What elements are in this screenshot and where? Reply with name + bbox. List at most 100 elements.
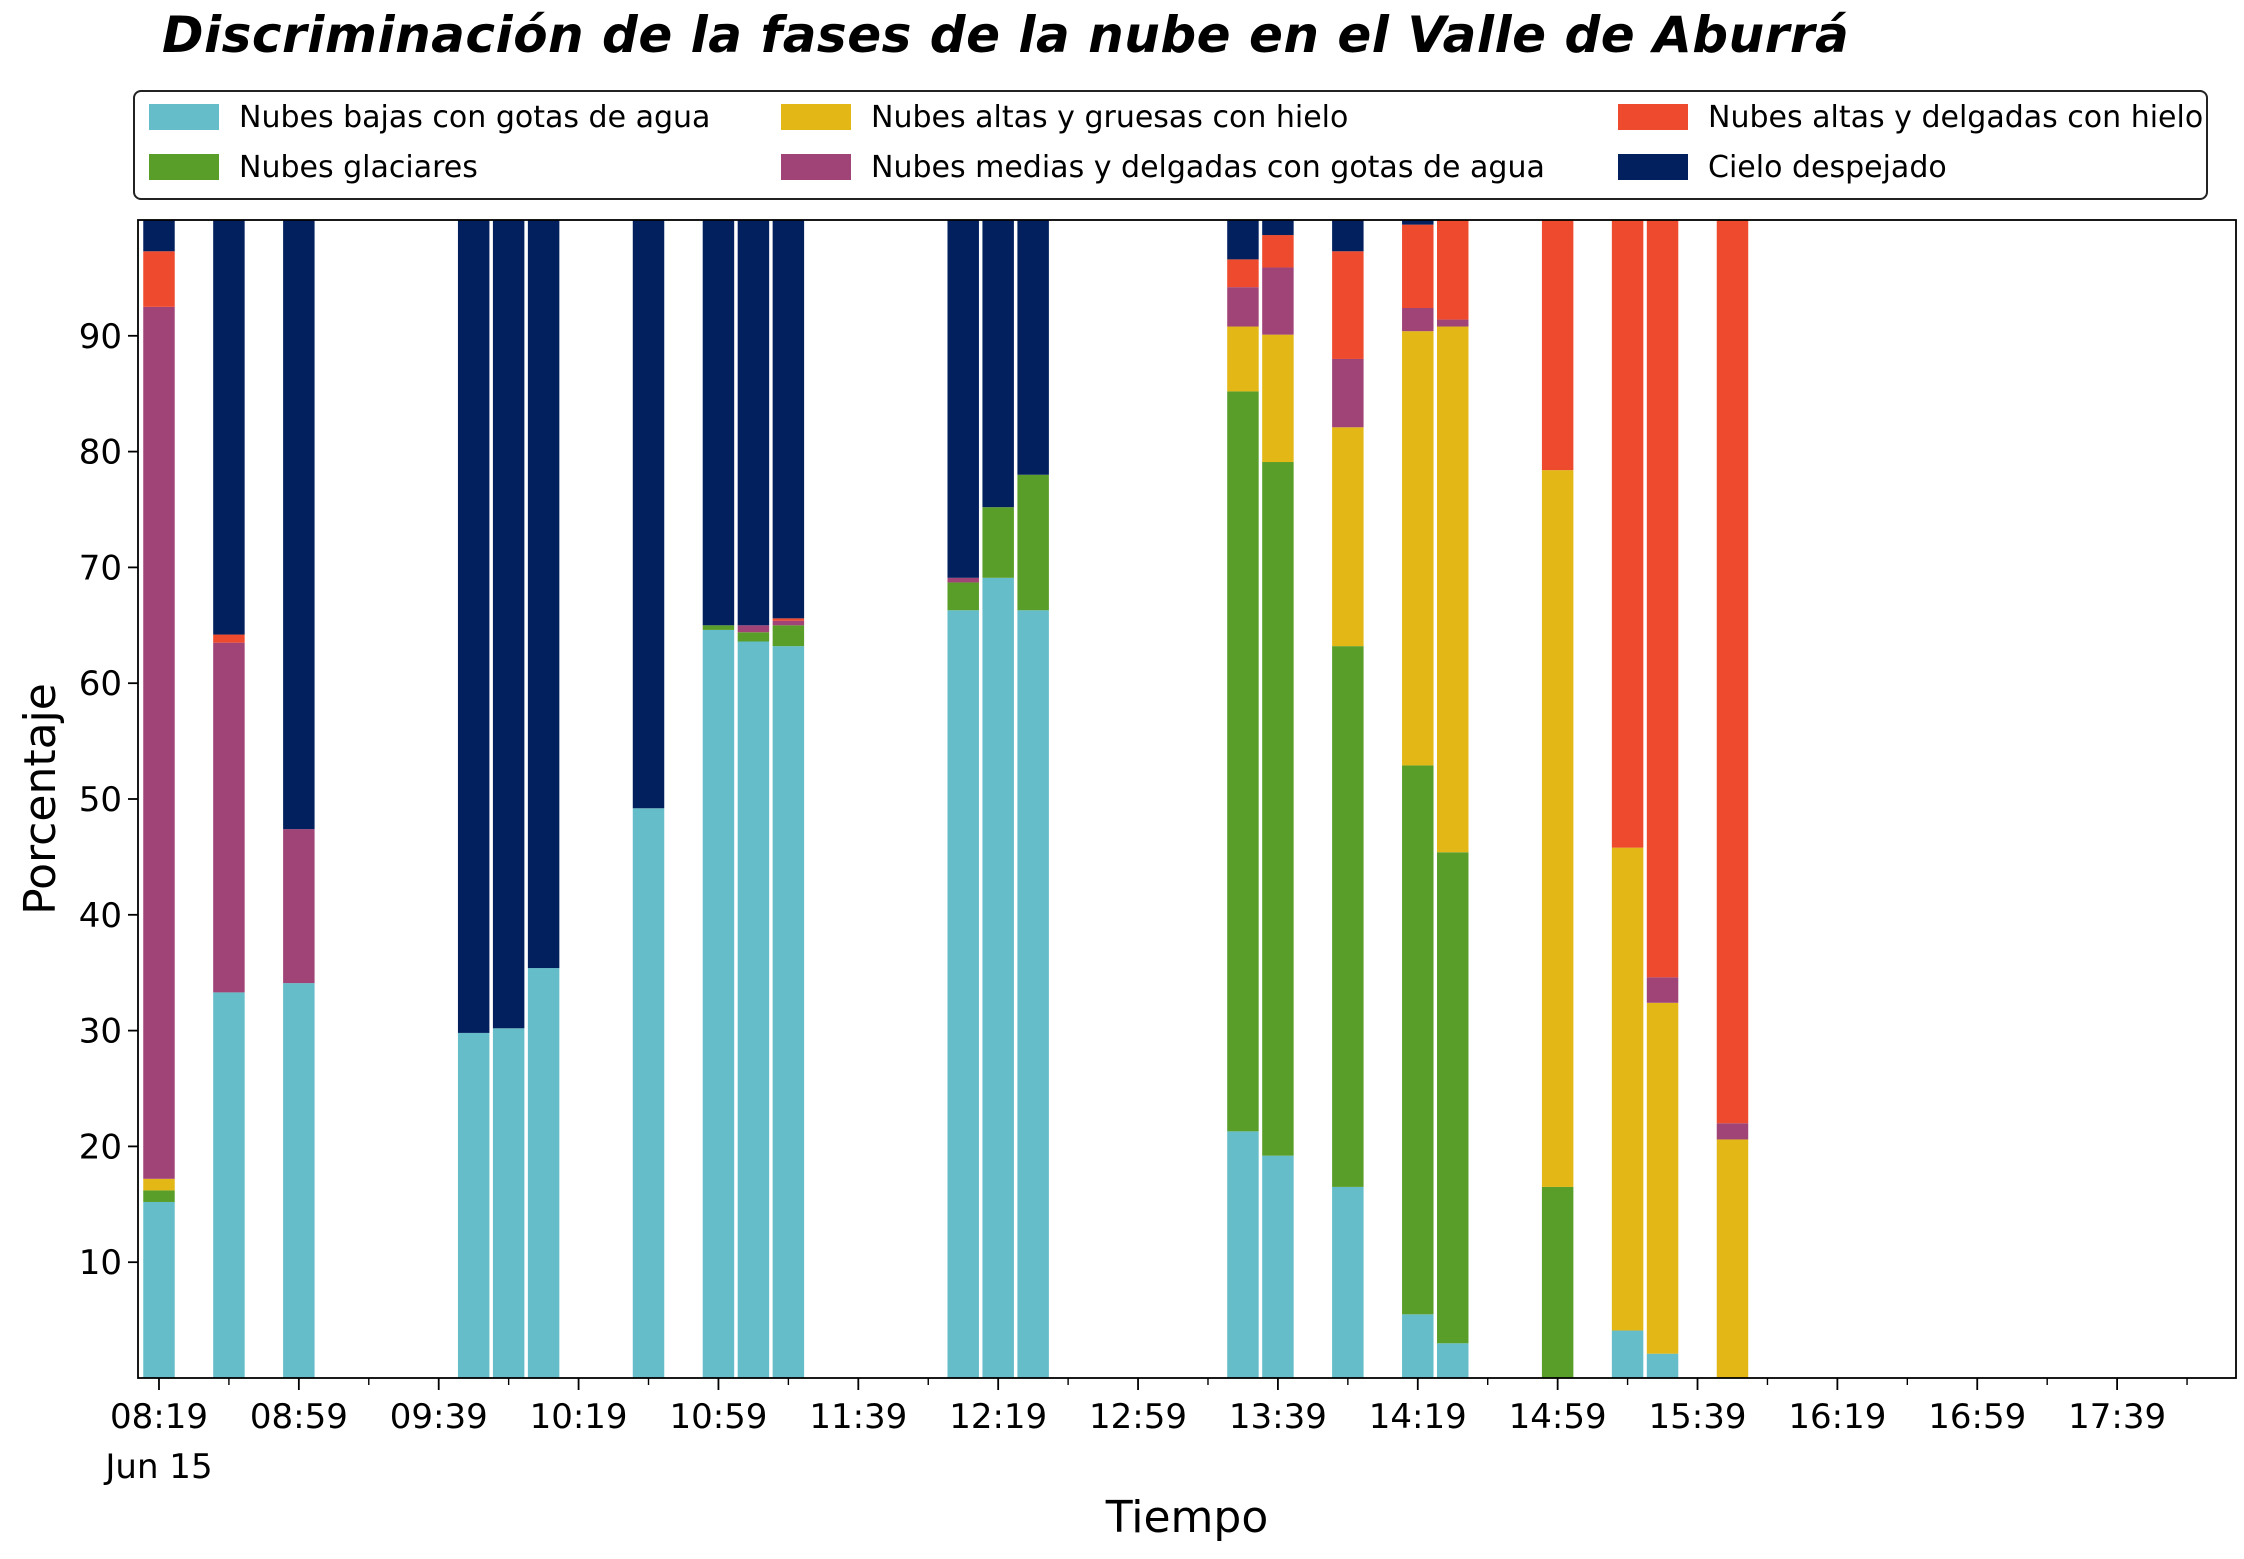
y-tick-label: 60: [79, 664, 122, 704]
bar-segment-nubes-bajas-con-gotas-de-agua: [947, 610, 979, 1378]
x-tick-label: 10:59: [669, 1397, 767, 1437]
legend: Nubes bajas con gotas de agua Nubes altas…: [133, 90, 2208, 200]
x-tick-label: 11:39: [809, 1397, 907, 1437]
bar-segment-nubes-altas-y-delgadas-con-hielo: [1437, 220, 1469, 320]
bar-segment-nubes-altas-y-delgadas-con-hielo: [772, 618, 805, 621]
x-tick-label: 14:59: [1509, 1397, 1607, 1437]
bar-segment-nubes-glaciares: [1262, 462, 1294, 1156]
bar-segment-nubes-altas-y-gruesas-con-hielo: [1541, 470, 1574, 1187]
legend-swatch: [781, 104, 851, 130]
y-tick-label: 90: [79, 317, 122, 357]
bar-segment-nubes-altas-y-delgadas-con-hielo: [1541, 220, 1574, 471]
bar-segment-nubes-altas-y-delgadas-con-hielo: [1227, 259, 1259, 288]
bar-segment-nubes-bajas-con-gotas-de-agua: [1332, 1186, 1364, 1378]
bar-segment-cielo-despejado: [702, 220, 735, 626]
bar-segment-cielo-despejado: [632, 220, 665, 809]
bar-segment-nubes-bajas-con-gotas-de-agua: [492, 1028, 525, 1378]
bar-segment-nubes-glaciares: [1437, 852, 1469, 1344]
bar-segment-nubes-medias-y-delgadas-con-gotas-de-agua: [1332, 358, 1364, 428]
y-tick-label: 20: [79, 1127, 122, 1167]
legend-label: Nubes altas y gruesas con hielo: [871, 99, 1349, 135]
bar-segment-nubes-bajas-con-gotas-de-agua: [982, 577, 1014, 1378]
bar-segment-nubes-medias-y-delgadas-con-gotas-de-agua: [737, 625, 770, 633]
bar-segment-nubes-altas-y-gruesas-con-hielo: [1611, 847, 1644, 1331]
bar-segment-nubes-altas-y-delgadas-con-hielo: [1646, 220, 1679, 978]
bar-segment-nubes-altas-y-delgadas-con-hielo: [213, 634, 245, 643]
bar-segment-nubes-bajas-con-gotas-de-agua: [1227, 1131, 1259, 1378]
bar-segment-nubes-altas-y-gruesas-con-hielo: [1646, 1002, 1679, 1354]
bar-segment-cielo-despejado: [982, 220, 1014, 508]
bar-segment-nubes-bajas-con-gotas-de-agua: [1017, 610, 1049, 1378]
bar-segment-nubes-bajas-con-gotas-de-agua: [1402, 1314, 1434, 1378]
legend-swatch: [1618, 104, 1688, 130]
bar-segment-nubes-glaciares: [1541, 1186, 1574, 1378]
x-tick-label: 16:19: [1788, 1397, 1886, 1437]
legend-item-nubes-altas-y-gruesas-con-hielo: Nubes altas y gruesas con hielo: [781, 94, 1348, 140]
legend-item-cielo-despejado: Cielo despejado: [1618, 144, 1947, 190]
bar-segment-nubes-bajas-con-gotas-de-agua: [1262, 1155, 1294, 1378]
bar-segment-cielo-despejado: [527, 220, 560, 969]
y-tick-label: 30: [79, 1012, 122, 1052]
x-date-label: Jun 15: [103, 1447, 212, 1487]
bar-segment-nubes-bajas-con-gotas-de-agua: [702, 629, 735, 1378]
bar-segment-nubes-medias-y-delgadas-con-gotas-de-agua: [1716, 1123, 1749, 1140]
bar-segment-nubes-altas-y-delgadas-con-hielo: [1262, 235, 1294, 268]
bar-segment-nubes-glaciares: [1017, 474, 1049, 611]
bar-segment-nubes-altas-y-gruesas-con-hielo: [1332, 427, 1364, 647]
bar-segment-cielo-despejado: [1262, 220, 1294, 236]
bar-segment-cielo-despejado: [1332, 220, 1364, 252]
bar-segment-nubes-altas-y-delgadas-con-hielo: [1332, 251, 1364, 359]
bar-segment-nubes-medias-y-delgadas-con-gotas-de-agua: [947, 577, 979, 583]
bar-segment-nubes-glaciares: [702, 625, 735, 630]
x-tick-label: 09:39: [390, 1397, 488, 1437]
bar-segment-nubes-altas-y-gruesas-con-hielo: [1716, 1139, 1749, 1378]
bar-segment-cielo-despejado: [213, 220, 245, 635]
chart-title: Discriminación de la fases de la nube en…: [162, 6, 1850, 64]
bar-segment-nubes-medias-y-delgadas-con-gotas-de-agua: [1437, 319, 1469, 327]
bar-segment-nubes-medias-y-delgadas-con-gotas-de-agua: [1262, 267, 1294, 335]
legend-swatch: [781, 154, 851, 180]
y-tick-label: 10: [79, 1243, 122, 1283]
bar-segment-nubes-altas-y-delgadas-con-hielo: [143, 251, 175, 307]
x-tick-label: 17:39: [2068, 1397, 2166, 1437]
x-tick-label: 08:19: [110, 1397, 208, 1437]
bar-segment-nubes-altas-y-gruesas-con-hielo: [1262, 334, 1294, 463]
legend-label: Cielo despejado: [1708, 149, 1947, 185]
bar-segment-cielo-despejado: [1402, 220, 1434, 225]
bar-segment-nubes-glaciares: [947, 582, 979, 611]
bar-segment-cielo-despejado: [947, 220, 979, 578]
bar-segment-nubes-glaciares: [982, 507, 1014, 578]
y-tick-label: 50: [79, 780, 122, 820]
bar-segment-nubes-medias-y-delgadas-con-gotas-de-agua: [1646, 977, 1679, 1003]
x-tick-label: 08:59: [250, 1397, 348, 1437]
bar-segment-cielo-despejado: [143, 220, 175, 252]
legend-swatch: [149, 154, 219, 180]
bar-segment-nubes-medias-y-delgadas-con-gotas-de-agua: [213, 642, 245, 993]
bar-segment-cielo-despejado: [737, 220, 770, 626]
bar-segment-nubes-glaciares: [737, 632, 770, 642]
legend-swatch: [1618, 154, 1688, 180]
bar-segment-cielo-despejado: [772, 220, 805, 619]
bar-segment-nubes-glaciares: [1227, 391, 1259, 1132]
y-axis-title: Porcentaje: [15, 683, 66, 915]
bar-segment-nubes-altas-y-delgadas-con-hielo: [1611, 220, 1644, 848]
legend-label: Nubes altas y delgadas con hielo: [1708, 99, 2204, 135]
legend-item-nubes-medias-y-delgadas-con-gotas-de-agua: Nubes medias y delgadas con gotas de agu…: [781, 144, 1545, 190]
legend-label: Nubes bajas con gotas de agua: [239, 99, 711, 135]
bar-segment-nubes-bajas-con-gotas-de-agua: [527, 968, 560, 1378]
bar-segment-nubes-medias-y-delgadas-con-gotas-de-agua: [143, 306, 175, 1179]
x-tick-label: 10:19: [530, 1397, 628, 1437]
bar-segment-cielo-despejado: [1017, 220, 1049, 475]
bar-segment-nubes-bajas-con-gotas-de-agua: [1646, 1353, 1679, 1378]
bar-segment-nubes-altas-y-gruesas-con-hielo: [1402, 331, 1434, 766]
bar-segment-nubes-bajas-con-gotas-de-agua: [213, 992, 245, 1378]
legend-item-nubes-altas-y-delgadas-con-hielo: Nubes altas y delgadas con hielo: [1618, 94, 2203, 140]
bar-segment-nubes-bajas-con-gotas-de-agua: [1611, 1330, 1644, 1378]
bar-segment-nubes-bajas-con-gotas-de-agua: [737, 641, 770, 1378]
x-tick-label: 15:39: [1649, 1397, 1747, 1437]
x-tick-label: 12:59: [1089, 1397, 1187, 1437]
legend-item-nubes-glaciares: Nubes glaciares: [149, 144, 478, 190]
bar-segment-cielo-despejado: [457, 220, 490, 1033]
bar-segment-nubes-altas-y-delgadas-con-hielo: [1402, 224, 1434, 309]
